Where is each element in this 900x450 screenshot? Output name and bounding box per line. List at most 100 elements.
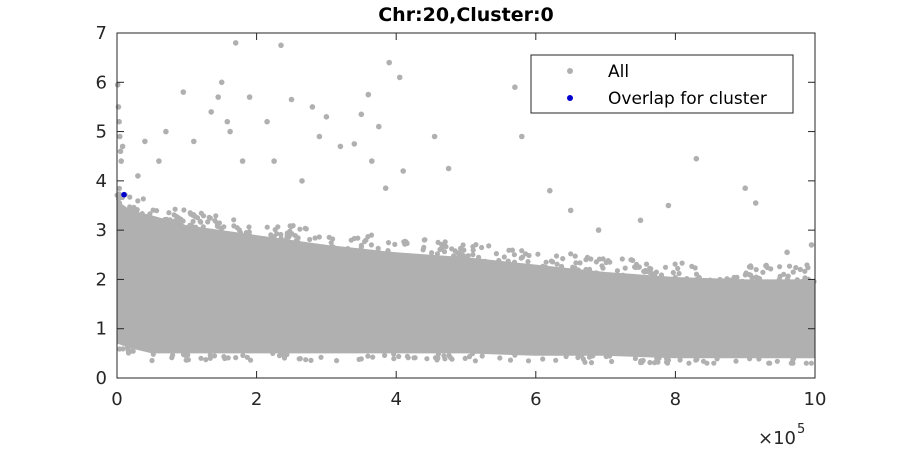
band-edge-point (452, 248, 458, 254)
band-edge-point (382, 352, 388, 358)
band-edge-point (711, 360, 717, 366)
band-edge-point (607, 259, 613, 265)
band-edge-point (334, 358, 340, 364)
data-point-all (116, 118, 122, 125)
band-edge-point (462, 355, 468, 361)
band-edge-point (586, 354, 593, 360)
band-edge-point (150, 351, 156, 357)
band-edge-point (166, 210, 172, 216)
y-tick-label: 4 (96, 171, 107, 192)
band-edge-point (572, 253, 578, 259)
band-edge-point (470, 252, 476, 258)
data-point-all (224, 118, 231, 125)
band-edge-point (455, 255, 461, 261)
band-edge-point (127, 194, 133, 200)
data-point-all (218, 79, 225, 86)
data-point-all (271, 158, 277, 164)
band-edge-point (655, 359, 661, 365)
band-edge-point (727, 277, 734, 283)
y-axis: 0 1 2 3 4 5 6 7 (96, 23, 815, 389)
band-edge-point (609, 358, 615, 365)
band-edge-point (276, 353, 283, 359)
band-edge-point (200, 224, 206, 230)
band-edge-point (421, 237, 427, 243)
legend: All Overlap for cluster (530, 54, 794, 114)
band-edge-point (420, 247, 426, 253)
band-edge-point (117, 200, 123, 206)
band-edge-point (345, 246, 351, 252)
band-edge-point (203, 357, 209, 363)
band-edge-point (181, 207, 187, 213)
band-edge-point (799, 279, 805, 285)
band-edge-point (449, 356, 455, 362)
band-edge-point (748, 263, 754, 269)
data-point-all (567, 207, 574, 214)
data-point-all (337, 143, 344, 150)
band-edge-point (648, 266, 654, 272)
band-edge-point (793, 265, 799, 271)
band-edge-point (116, 185, 122, 191)
band-edge-point (588, 256, 594, 262)
band-edge-point (472, 358, 478, 364)
band-edge-point (568, 251, 574, 257)
data-point-all (351, 141, 358, 147)
band-edge-point (231, 217, 237, 223)
band-edge-point (363, 237, 369, 243)
band-edge-point (766, 360, 772, 366)
band-edge-point (639, 359, 645, 365)
band-edge-point (270, 350, 276, 356)
data-point-all (191, 138, 197, 145)
band-edge-point (593, 259, 600, 265)
band-edge-point (233, 355, 239, 361)
band-edge-point (493, 251, 499, 257)
band-edge-point (794, 277, 800, 283)
band-edge-point (651, 273, 657, 279)
legend-box (530, 54, 794, 114)
data-point-all (316, 133, 323, 140)
band-edge-point (240, 352, 246, 358)
band-edge-point (307, 236, 313, 243)
band-edge-point (375, 245, 381, 251)
band-edge-point (753, 267, 759, 273)
band-edge-point (593, 270, 599, 276)
data-point-all (246, 94, 253, 100)
data-point-all (117, 148, 124, 155)
band-edge-point (664, 356, 670, 362)
band-edge-point (391, 356, 397, 362)
band-edge-point (358, 242, 364, 248)
y-tick-label: 5 (96, 122, 107, 143)
band-edge-point (443, 244, 449, 250)
band-edge-point (756, 356, 762, 362)
band-edge-point (272, 227, 278, 233)
band-edge-point (303, 357, 309, 363)
data-point-all (232, 40, 239, 46)
band-edge-point (704, 360, 710, 366)
density-cloud (117, 200, 815, 359)
band-edge-point (619, 256, 625, 262)
band-edge-point (476, 254, 482, 260)
band-edge-point (642, 269, 648, 275)
x-exponent-power: 5 (797, 422, 805, 437)
band-edge-point (560, 256, 566, 262)
band-edge-point (572, 265, 578, 271)
band-edge-point (507, 357, 514, 363)
x-axis-exponent: ×10 5 (758, 422, 805, 449)
band-edge-point (540, 356, 546, 362)
band-edge-point (526, 252, 532, 259)
band-edge-point (535, 251, 541, 257)
band-edge-point (707, 277, 713, 283)
band-edge-point (147, 211, 153, 217)
band-edge-point (662, 264, 669, 270)
band-edge-point (320, 244, 326, 250)
data-point-all (118, 158, 124, 164)
band-edge-point (328, 240, 334, 246)
x-tick-label: 6 (530, 389, 541, 410)
band-edge-point (740, 278, 746, 284)
data-point-all (365, 91, 372, 98)
data-point-all (396, 74, 403, 81)
x-tick-label: 10 (804, 389, 827, 410)
band-edge-point (179, 223, 185, 229)
band-edge-point (482, 258, 488, 264)
band-edge-point (672, 261, 678, 267)
